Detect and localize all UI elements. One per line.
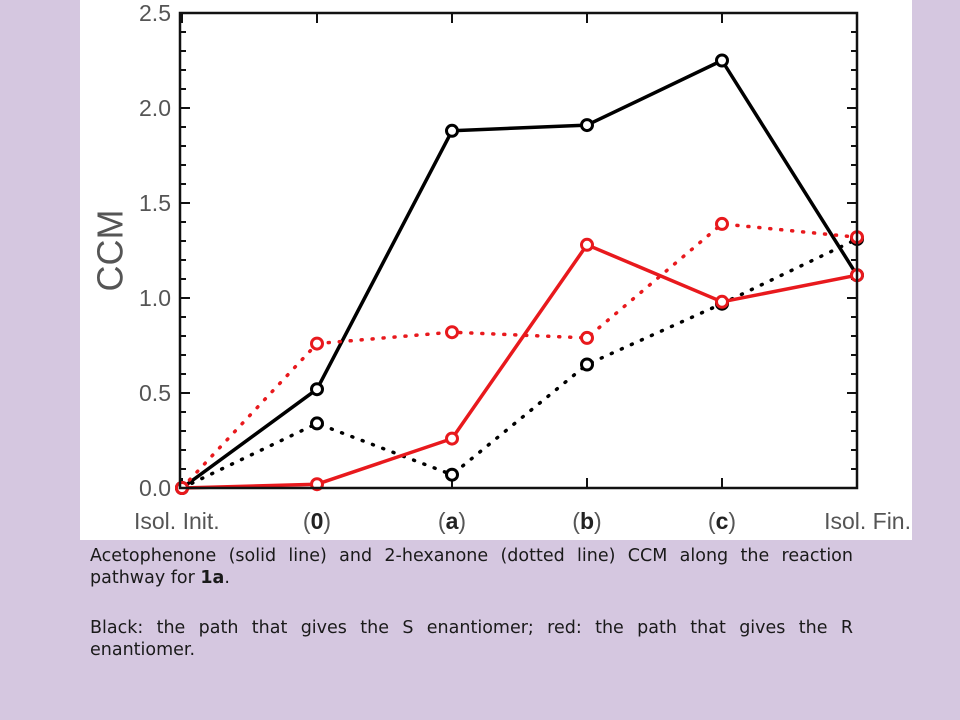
data-point-red-dotted [310,336,324,351]
x-tick-label: Isol. Fin. [824,508,911,534]
x-tick-label-text: ( [572,508,580,534]
x-tick-label: (a) [438,508,466,534]
figure-caption-line2: Black: the path that gives the S enantio… [90,618,853,660]
x-tick-label-text: ( [303,508,311,534]
data-point-red-solid [445,431,459,446]
plot-frame [178,11,859,490]
x-tick-label-bold: 0 [311,508,324,534]
series-line-black-dotted [180,237,859,490]
compound-label: 1a [200,568,225,588]
y-tick-label: 2.5 [139,0,171,26]
data-point-red-dotted [580,330,594,345]
y-tick-label: 2.0 [139,95,171,121]
data-point-red-solid [580,237,594,252]
data-point-black-dotted [445,467,459,482]
x-tick-label-text: ) [728,508,736,534]
x-tick-label: Isol. Init. [134,508,220,534]
data-point-black-solid [445,123,459,138]
series-lines [175,53,864,495]
x-tick-label: (c) [708,508,736,534]
series-line-black-solid [180,58,859,490]
data-point-red-dotted [715,216,729,231]
data-point-black-solid [715,53,729,68]
x-tick-label-text: ) [323,508,331,534]
x-tick-label-bold: a [446,508,459,534]
figure-caption-line1: Acetophenone (solid line) and 2-hexanone… [90,545,853,589]
caption-text: Acetophenone (solid line) and 2-hexanone… [90,546,853,588]
y-tick-label: 0.5 [139,380,171,406]
x-tick-label-text: Isol. Fin. [824,508,911,534]
data-point-black-dotted [310,416,324,431]
data-point-black-dotted [580,357,594,372]
x-tick-label-text: ) [458,508,466,534]
x-tick-label: (0) [303,508,331,534]
chart-panel: 0.0 0.5 1.0 1.5 2.0 2.5 Isol. Init. (0) (a) (b) (c… [80,0,912,540]
data-point-black-solid [310,382,324,397]
x-tick-label-bold: c [716,508,729,534]
data-point-red-dotted [445,325,459,340]
y-axis-title: CCM [90,210,131,292]
x-tick-label-bold: b [580,508,594,534]
y-tick-label: 1.0 [139,285,171,311]
data-point-red-solid [715,294,729,309]
data-point-black-solid [580,118,594,133]
y-tick-label: 0.0 [139,475,171,501]
x-tick-label-text: ( [708,508,716,534]
x-tick-label-text: ) [594,508,602,534]
caption-period: . [224,568,230,588]
series-line-red-solid [180,243,859,490]
series-line-red-dotted [180,222,859,490]
y-tick-label: 1.5 [139,190,171,216]
x-tick-label-text: ( [438,508,446,534]
x-tick-label: (b) [572,508,601,534]
x-tick-label-text: Isol. Init. [134,508,220,534]
